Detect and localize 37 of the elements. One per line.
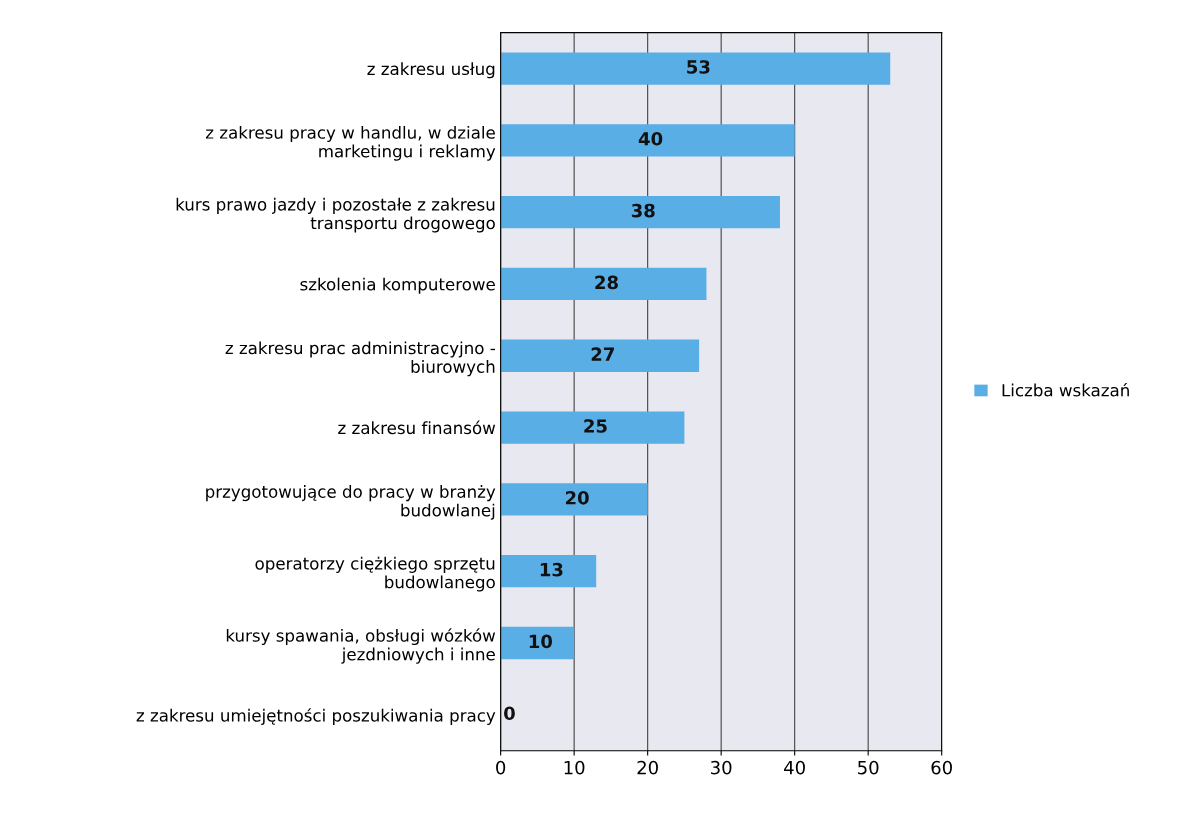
x-tick-label: 40 <box>784 760 805 775</box>
bar <box>500 124 795 157</box>
legend-label: Liczba wskazań <box>1002 382 1129 397</box>
y-tick-label: przygotowujące do pracy w branży budowlanej <box>206 484 496 520</box>
y-tick-label: z zakresu prac administracyjno - biurowych <box>225 341 495 377</box>
x-tick-label: 20 <box>637 760 658 775</box>
x-tick-label: 10 <box>564 760 585 775</box>
data-label: 13 <box>540 562 563 577</box>
x-tick-label: 60 <box>931 760 952 775</box>
bar <box>500 52 891 85</box>
y-tick-label: szkolenia komputerowe <box>300 277 495 294</box>
bar <box>500 555 597 588</box>
data-label: 40 <box>638 131 663 146</box>
data-label: 28 <box>595 275 618 290</box>
x-tick-label: 50 <box>858 760 879 775</box>
data-label: 20 <box>565 490 589 505</box>
data-label: 53 <box>687 60 710 74</box>
bar <box>500 267 707 301</box>
y-tick-label: kursy spawania, obsługi wózków jezdniowych i inne <box>226 628 496 664</box>
y-tick-label: z zakresu umiejętności poszukiwania pracy <box>136 708 496 725</box>
y-tick-label: z zakresu usług <box>367 62 495 79</box>
x-tick-label: 30 <box>711 760 732 775</box>
y-tick-label: kurs prawo jazdy i pozostałe z zakresu transportu drogowego <box>176 197 495 233</box>
data-label: 25 <box>584 419 607 433</box>
bar <box>500 196 780 229</box>
data-label: 38 <box>631 203 655 218</box>
y-tick-label: z zakresu finansów <box>338 420 496 435</box>
bar <box>500 626 575 660</box>
data-label: 0 <box>504 706 515 721</box>
bar <box>500 411 685 444</box>
data-label: 10 <box>529 634 553 649</box>
bar <box>500 339 700 372</box>
y-tick-label: operatorzy ciężkiego sprzętu budowlanego <box>255 556 495 592</box>
y-tick-label: z zakresu pracy w handlu, w dziale marketingu i reklamy <box>205 125 496 161</box>
data-label: 27 <box>591 347 614 361</box>
x-tick-label: 0 <box>496 760 506 775</box>
bar <box>500 483 648 516</box>
